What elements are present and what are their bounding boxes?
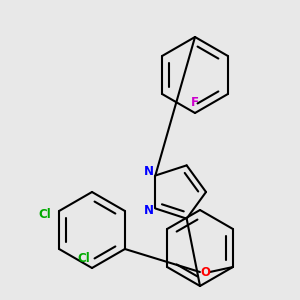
Text: N: N [144,165,154,178]
Text: N: N [144,204,154,217]
Text: F: F [191,97,199,110]
Text: Cl: Cl [78,251,90,265]
Text: O: O [200,266,210,278]
Text: Cl: Cl [39,208,52,221]
